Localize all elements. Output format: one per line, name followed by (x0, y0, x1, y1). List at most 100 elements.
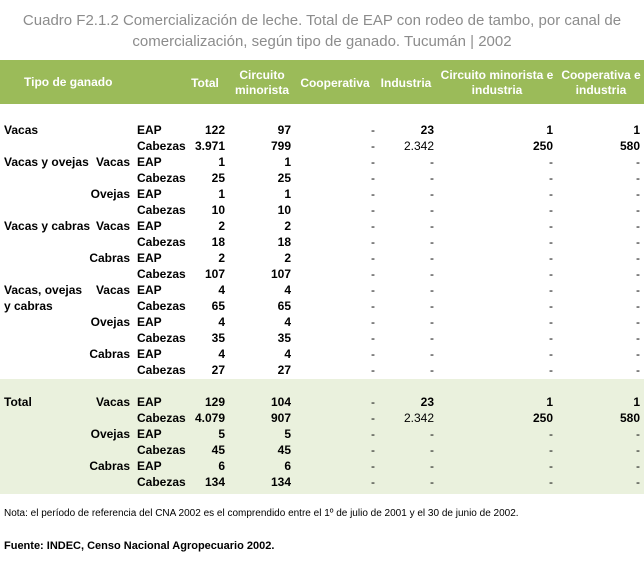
table-cell: - (430, 155, 434, 169)
row-subgroup-label: Ovejas (90, 427, 130, 441)
row-measure-label: EAP (137, 251, 162, 265)
table-cell: - (549, 283, 553, 297)
table-cell: - (636, 219, 640, 233)
table-cell: 10 (211, 203, 225, 217)
table-cell: 1 (284, 187, 291, 201)
table-cell: - (371, 331, 375, 345)
table-cell: 65 (277, 299, 291, 313)
row-measure-label: EAP (137, 155, 162, 169)
table-cell: 250 (532, 411, 553, 425)
table-cell: - (430, 203, 434, 217)
header-cooperativa-e-industria: Cooperativa e industria (561, 68, 641, 97)
row-group-label: Vacas (4, 123, 39, 137)
table-cell: 104 (270, 395, 291, 409)
table-cell: 27 (277, 363, 291, 377)
row-measure-label: Cabezas (137, 139, 186, 153)
table-cell: 45 (211, 443, 225, 457)
header-total: Total (191, 76, 219, 90)
table-cell: 907 (270, 411, 291, 425)
row-measure-label: Cabezas (137, 171, 186, 185)
row-measure-label: EAP (137, 187, 162, 201)
table-cell: 250 (532, 139, 553, 153)
row-group-label: Vacas y cabras (4, 219, 91, 233)
table-cell: - (549, 267, 553, 281)
footnote: Nota: el período de referencia del CNA 2… (4, 508, 519, 519)
row-subgroup-label: Ovejas (90, 187, 130, 201)
row-measure-label: EAP (137, 427, 162, 441)
table-cell: 4 (218, 347, 225, 361)
table-cell: 18 (211, 235, 225, 249)
table-cell: - (549, 235, 553, 249)
row-group-label: Vacas, ovejas (4, 283, 83, 297)
table-cell: - (371, 299, 375, 313)
table-cell: - (549, 251, 553, 265)
table-cell: 1 (546, 123, 553, 137)
table-cell: 122 (204, 123, 225, 137)
row-measure-label: EAP (137, 219, 162, 233)
table-cell: - (371, 283, 375, 297)
row-measure-label: Cabezas (137, 235, 186, 249)
table-cell: - (430, 331, 434, 345)
table-cell: 5 (284, 427, 291, 441)
table-cell: 2 (218, 251, 225, 265)
table-cell: - (636, 443, 640, 457)
table-cell: - (549, 219, 553, 233)
table-cell: - (549, 155, 553, 169)
row-subgroup-label: Ovejas (90, 315, 130, 329)
table-cell: - (430, 299, 434, 313)
table-cell: 97 (277, 123, 291, 137)
table-cell: - (371, 155, 375, 169)
table-cell: - (636, 363, 640, 377)
table-cell: - (371, 315, 375, 329)
header-tipo-de-ganado: Tipo de ganado (24, 75, 113, 89)
table-cell: 23 (420, 395, 434, 409)
row-measure-label: EAP (137, 395, 162, 409)
table-cell: - (371, 235, 375, 249)
row-measure-label: EAP (137, 347, 162, 361)
table-cell: - (371, 347, 375, 361)
table-cell: 134 (270, 475, 291, 489)
table-cell: 4 (218, 315, 225, 329)
table-cell: 45 (277, 443, 291, 457)
table-header: Tipo de ganado Total Circuito minorista C… (0, 60, 644, 104)
table-cell: 107 (270, 267, 291, 281)
table-cell: 27 (211, 363, 225, 377)
title-line-1: Cuadro F2.1.2 Comercialización de leche.… (22, 12, 622, 29)
table-cell: - (549, 331, 553, 345)
table-cell: - (636, 427, 640, 441)
row-subgroup-label: Vacas (95, 219, 130, 233)
table-cell: - (549, 203, 553, 217)
table-cell: - (549, 299, 553, 313)
table-cell: - (636, 331, 640, 345)
row-measure-label: Cabezas (137, 267, 186, 281)
table-cell: - (371, 443, 375, 457)
header-cooperativa: Cooperativa (300, 76, 370, 90)
table-cell: - (430, 283, 434, 297)
row-subgroup-label: Vacas (95, 283, 130, 297)
table-cell: - (549, 459, 553, 473)
table-cell: 2 (284, 219, 291, 233)
table-cell: 134 (204, 475, 225, 489)
table-cell: - (371, 123, 375, 137)
table-cell: - (636, 155, 640, 169)
table-cell: - (636, 171, 640, 185)
table-cell: 1 (546, 395, 553, 409)
table-cell: 1 (218, 187, 225, 201)
table-cell: - (549, 347, 553, 361)
table-cell: - (636, 235, 640, 249)
table-cell: - (430, 363, 434, 377)
table-cell: - (549, 187, 553, 201)
table-cell: - (636, 459, 640, 473)
table-cell: 107 (204, 267, 225, 281)
table-cell: - (636, 299, 640, 313)
table-cell: 2.342 (403, 411, 434, 425)
table-cell: - (371, 411, 375, 425)
row-group-label: Total (4, 395, 32, 409)
header-circuito-minorista-e-industria: Circuito minorista e industria (440, 68, 554, 97)
table-cell: 2.342 (403, 139, 434, 153)
table-cell: - (549, 315, 553, 329)
row-subgroup-label: Vacas (95, 155, 130, 169)
row-subgroup-label: Cabras (89, 459, 130, 473)
table-cell: - (636, 475, 640, 489)
table-cell: - (430, 267, 434, 281)
